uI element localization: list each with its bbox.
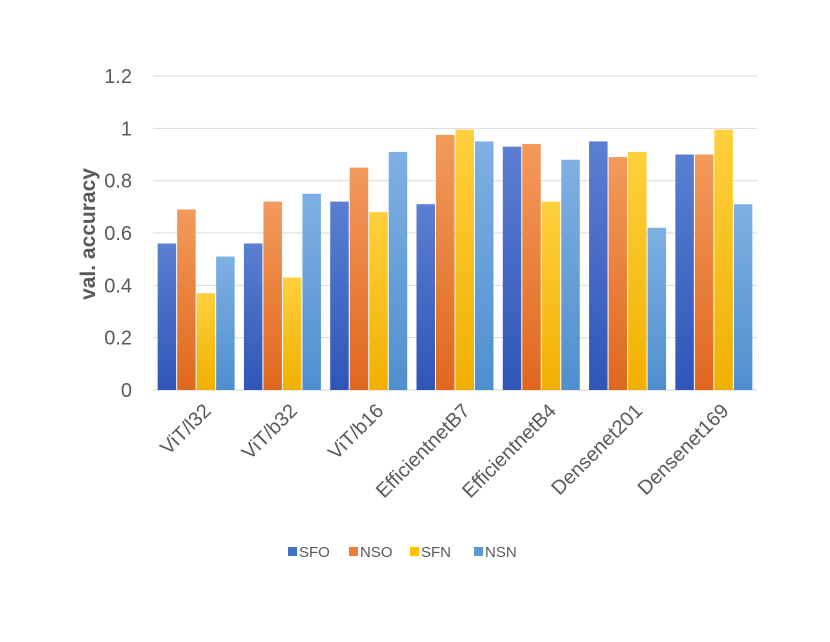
x-category-label: Densenet201	[547, 400, 647, 500]
legend: SFO NSO SFN NSN	[288, 544, 517, 561]
bar-sfn-3	[455, 129, 474, 390]
legend-swatch-sfn	[410, 547, 419, 556]
bar-sfo-1	[243, 243, 263, 390]
bar-sfn-2	[369, 212, 388, 390]
bar-nso-3	[436, 134, 455, 390]
bar-nso-1	[263, 201, 282, 390]
bar-nso-6	[694, 154, 714, 390]
x-category-label: ViT/b32	[238, 400, 302, 464]
x-category-label: ViT/b16	[324, 400, 388, 464]
gridlines	[153, 75, 757, 391]
legend-label-sfn: SFN	[421, 544, 451, 561]
bar-nsn-0	[216, 256, 235, 390]
y-tick-label: 0.4	[104, 275, 132, 297]
legend-label-nso: NSO	[360, 544, 393, 561]
legend-label-nsn: NSN	[485, 544, 517, 561]
bar-nsn-6	[733, 204, 753, 390]
y-tick-label: 0.2	[104, 328, 132, 350]
y-tick-label: 1.2	[104, 66, 132, 88]
bar-sfo-3	[416, 204, 435, 390]
bar-nsn-3	[475, 141, 494, 390]
bar-nsn-4	[561, 159, 580, 390]
x-axis-categories: ViT/l32 ViT/b32 ViT/b16EfficientnetB7Effic…	[156, 400, 733, 503]
y-tick-label: 0	[121, 380, 132, 402]
bar-sfo-6	[675, 154, 694, 390]
y-tick-label: 0.6	[104, 223, 132, 245]
bar-sfn-5	[628, 151, 647, 390]
bar-nso-2	[349, 167, 369, 390]
legend-swatch-nso	[349, 547, 358, 556]
bar-sfo-5	[589, 141, 608, 390]
bar-sfn-4	[541, 201, 561, 390]
x-category-label: ViT/l32	[156, 400, 215, 459]
y-axis-title: val. accuracy	[77, 168, 100, 300]
bar-sfn-6	[714, 129, 733, 390]
bar-sfn-0	[196, 293, 216, 390]
bar-sfo-0	[157, 243, 177, 390]
legend-swatch-nsn	[474, 547, 483, 556]
bar-nsn-1	[302, 193, 321, 390]
y-tick-label: 0.8	[104, 171, 132, 193]
bar-nso-0	[177, 209, 196, 390]
bar-nsn-5	[647, 227, 667, 390]
bar-sfn-1	[282, 277, 302, 390]
legend-swatch-sfo	[288, 547, 297, 556]
x-category-label: Densenet169	[634, 400, 734, 500]
bar-nsn-2	[388, 151, 408, 390]
bar-sfo-4	[502, 146, 522, 390]
bars	[157, 129, 753, 390]
y-tick-label: 1	[121, 118, 132, 140]
bar-nso-4	[522, 144, 541, 390]
bar-nso-5	[608, 157, 628, 390]
legend-label-sfo: SFO	[299, 544, 330, 561]
bar-sfo-2	[330, 201, 349, 390]
y-axis-ticks: 0 0.2 0.4 0.6 0.8 1 1.2	[104, 66, 132, 402]
